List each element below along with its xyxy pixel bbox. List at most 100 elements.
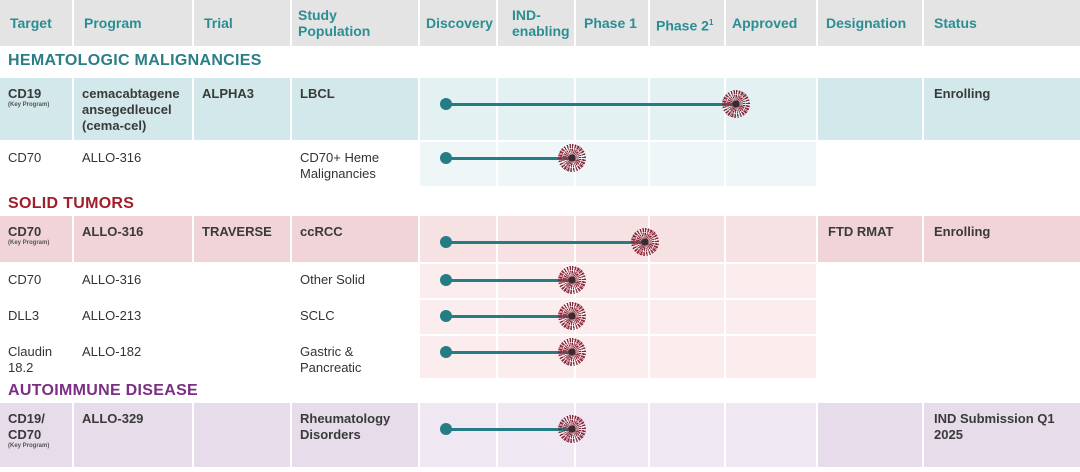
progress-start-dot	[440, 423, 452, 435]
stage-cell	[420, 336, 496, 378]
cell-target: CD19 (Key Program)	[0, 78, 72, 140]
cell-designation: FTD RMAT	[818, 216, 922, 262]
cell-population: Other Solid	[292, 264, 418, 298]
progress-bar	[446, 103, 737, 106]
header-target: Target	[0, 0, 72, 46]
stage-cell	[726, 336, 816, 378]
table-row: Claudin 18.2 ALLO-182 Gastric & Pancreatic	[0, 336, 1080, 378]
cell-trial: TRAVERSE	[194, 216, 290, 262]
progress-bar	[446, 428, 572, 431]
target-text: CD19/ CD70	[8, 411, 45, 442]
progress-burst-core	[558, 415, 586, 443]
cell-status: Enrolling	[924, 216, 1080, 262]
cell-program: ALLO-316	[74, 264, 192, 298]
progress-burst-core	[631, 228, 660, 256]
target-text: CD70	[8, 224, 42, 239]
section-title: HEMATOLOGIC MALIGNANCIES	[8, 52, 262, 69]
section-title: SOLID TUMORS	[8, 195, 135, 212]
cell-program: cemacabtagene ansegedleucel (cema-cel)	[74, 78, 192, 140]
population-text: Gastric & Pancreatic	[300, 344, 362, 375]
stage-cell	[420, 403, 496, 467]
stage-cell	[650, 336, 724, 378]
cell-designation	[818, 336, 922, 378]
cell-population: CD70+ Heme Malignancies	[292, 142, 418, 186]
stage-cell	[420, 78, 496, 140]
cell-target: CD70 (Key Program)	[0, 216, 72, 262]
stage-cell	[576, 336, 648, 378]
cell-population: LBCL	[292, 78, 418, 140]
stage-cell	[650, 142, 724, 186]
population-text: SCLC	[300, 308, 335, 323]
program-text: ALLO-213	[82, 308, 142, 323]
cell-status: Enrolling	[924, 78, 1080, 140]
program-text: ALLO-329	[82, 411, 144, 426]
header-study-population: Study Population	[292, 0, 418, 46]
header-program: Program	[74, 0, 192, 46]
stage-cell	[726, 264, 816, 298]
cell-population: ccRCC	[292, 216, 418, 262]
program-text: cemacabtagene ansegedleucel (cema-cel)	[82, 86, 180, 133]
status-text: Enrolling	[934, 224, 991, 239]
stage-cell	[498, 216, 574, 262]
cell-program: ALLO-316	[74, 216, 192, 262]
key-program-label: (Key Program)	[8, 240, 50, 246]
population-text: Rheumatology Disorders	[300, 411, 391, 442]
table-header: Target Program Trial Study Population Dis…	[0, 0, 1080, 46]
progress-start-dot	[440, 274, 452, 286]
cell-trial	[194, 403, 290, 467]
stage-cell	[726, 403, 816, 467]
cell-target: DLL3	[0, 300, 72, 334]
progress-burst-core	[722, 90, 751, 118]
table-row: CD19 (Key Program) cemacabtagene ansegedle…	[0, 78, 1080, 140]
stage-cell	[650, 403, 724, 467]
stage-cell	[726, 300, 816, 334]
progress-bar	[446, 315, 572, 318]
cell-designation	[818, 142, 922, 186]
cell-trial: ALPHA3	[194, 78, 290, 140]
stage-cell	[650, 300, 724, 334]
cell-designation	[818, 264, 922, 298]
stage-cell	[576, 403, 648, 467]
stage-cell	[576, 142, 648, 186]
stage-cell	[576, 78, 648, 140]
stage-cell	[650, 264, 724, 298]
table-row: DLL3 ALLO-213 SCLC	[0, 300, 1080, 334]
table-row: CD70 ALLO-316 CD70+ Heme Malignancies	[0, 142, 1080, 186]
progress-burst-core	[558, 266, 586, 294]
progress-bar	[446, 279, 572, 282]
cell-target: CD70	[0, 142, 72, 186]
cell-status	[924, 264, 1080, 298]
status-text: IND Submission Q1 2025	[934, 411, 1055, 442]
population-text: LBCL	[300, 86, 335, 101]
cell-status	[924, 142, 1080, 186]
table-row: CD19/ CD70 (Key Program) ALLO-329 Rheumatol…	[0, 403, 1080, 467]
target-text: CD19	[8, 86, 42, 101]
header-phase2: Phase 21	[650, 0, 724, 46]
population-text: Other Solid	[300, 272, 366, 287]
designation-text: FTD RMAT	[828, 224, 894, 239]
population-text: ccRCC	[300, 224, 343, 239]
target-text: Claudin 18.2	[8, 344, 53, 375]
cell-program: ALLO-329	[74, 403, 192, 467]
stage-cell	[576, 300, 648, 334]
stage-cell	[650, 216, 724, 262]
cell-designation	[818, 300, 922, 334]
key-program-label: (Key Program)	[8, 443, 50, 449]
cell-program: ALLO-316	[74, 142, 192, 186]
progress-start-dot	[440, 236, 452, 248]
cell-population: Gastric & Pancreatic	[292, 336, 418, 378]
header-designation: Designation	[818, 0, 922, 46]
cell-status	[924, 300, 1080, 334]
trial-text: TRAVERSE	[202, 224, 272, 239]
cell-target: CD70	[0, 264, 72, 298]
program-text: ALLO-316	[82, 150, 142, 165]
table-row: CD70 (Key Program) ALLO-316 TRAVERSE ccRCC FT…	[0, 216, 1080, 262]
header-phase1: Phase 1	[576, 0, 648, 46]
cell-trial	[194, 336, 290, 378]
cell-status	[924, 336, 1080, 378]
target-text: DLL3	[8, 308, 40, 323]
key-program-label: (Key Program)	[8, 102, 50, 108]
cell-trial	[194, 300, 290, 334]
stage-cell	[576, 264, 648, 298]
